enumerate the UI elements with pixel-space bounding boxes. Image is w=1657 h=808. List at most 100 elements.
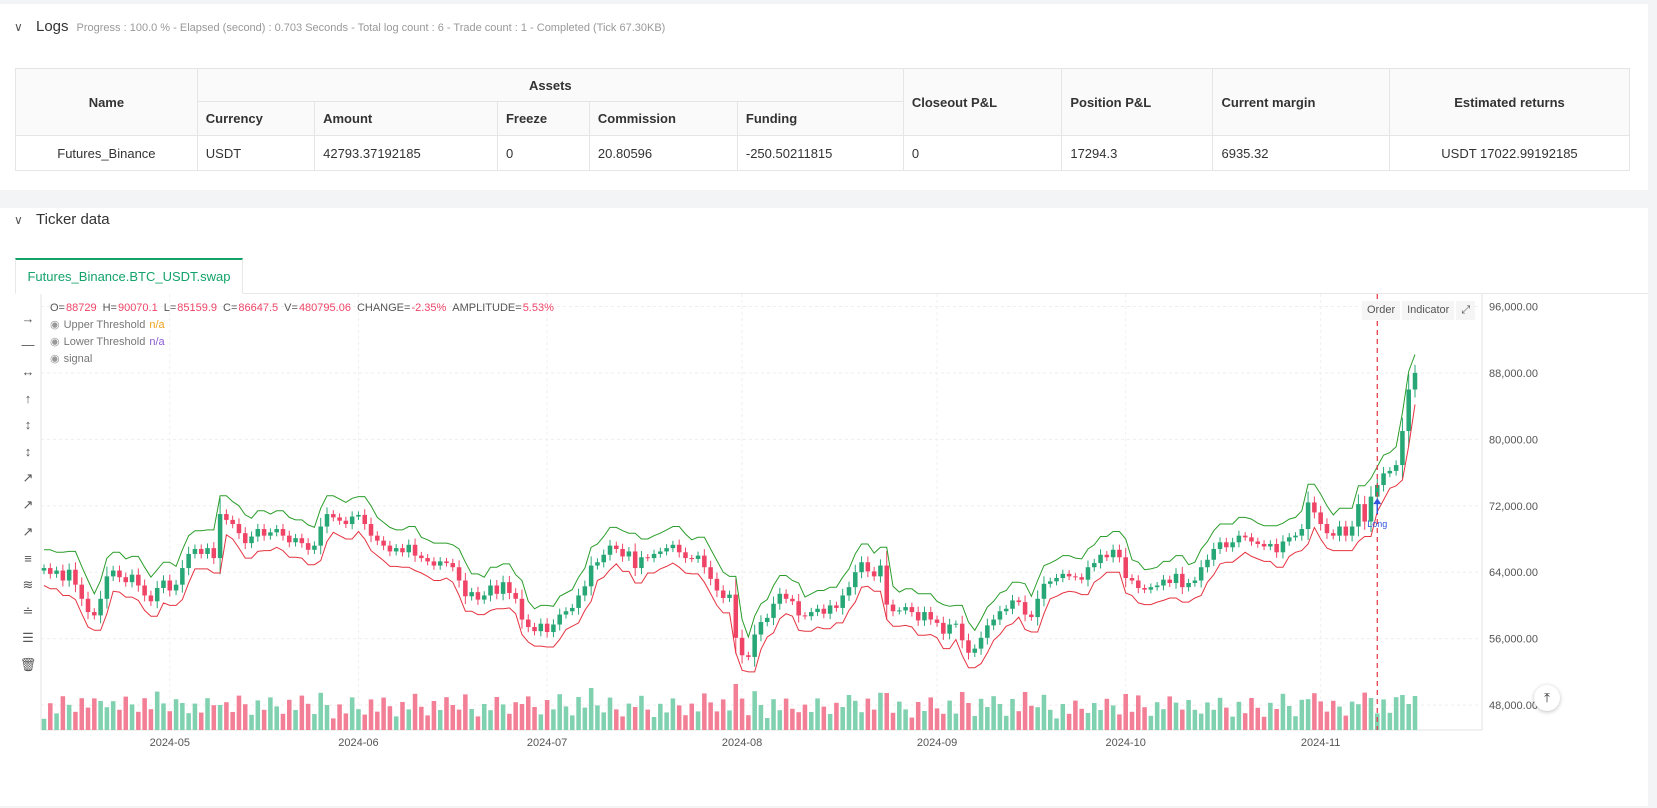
grid-lines-icon[interactable]: ☰ (22, 630, 34, 646)
legend-signal[interactable]: ◉ signal (50, 351, 556, 368)
chevron-down-icon[interactable]: ∨ (14, 20, 23, 34)
volume-bar (167, 711, 173, 730)
scroll-to-top-button[interactable]: ⤒ (1534, 685, 1560, 711)
candle-body (79, 584, 84, 599)
volume-bar (1286, 706, 1292, 730)
candle-body (1091, 563, 1097, 568)
candle-body (865, 562, 871, 572)
volume-bar (676, 705, 682, 730)
volume-bar (991, 696, 996, 730)
volume-bar (1274, 709, 1279, 730)
volume-bar (1261, 716, 1267, 730)
volume-bar (419, 706, 424, 730)
volume-bar (406, 709, 412, 730)
volume-bar (148, 709, 154, 730)
ticker-title: Ticker data (36, 211, 110, 228)
chevron-down-icon[interactable]: ∨ (14, 213, 23, 227)
volume-bar (293, 710, 298, 730)
segment-line-icon[interactable]: ↗ (22, 523, 34, 539)
candle-body (337, 517, 342, 521)
fibonacci-icon[interactable]: ≐ (22, 603, 34, 619)
volume-bar (815, 698, 820, 730)
horizontal-line-icon[interactable]: — (21, 337, 35, 353)
candle-body (85, 598, 91, 613)
horizontal-segment-icon[interactable]: ↔ (21, 363, 35, 379)
volume-bar (834, 702, 839, 730)
candle-body (488, 585, 493, 596)
volume-bar (915, 702, 921, 730)
vertical-segment-icon[interactable]: ↕ (24, 443, 32, 459)
logs-header[interactable]: ∨ Logs Progress : 100.0 % - Elapsed (sec… (14, 18, 665, 35)
candle-body (953, 623, 959, 625)
price-chart[interactable]: 96,000.00 88,000.00 80,000.00 72,000.00 64,0… (0, 208, 1648, 806)
candle-body (1280, 541, 1286, 553)
volume-bar (796, 712, 801, 730)
lower-threshold-value: n/a (149, 336, 165, 348)
ticker-header[interactable]: ∨ Ticker data (14, 211, 110, 228)
volume-bar (161, 703, 166, 730)
candle-body (48, 568, 53, 574)
legend-upper-threshold[interactable]: ◉ Upper Threshold n/a (50, 317, 556, 334)
volume-bar (456, 709, 462, 730)
ray-line-icon[interactable]: ↗ (22, 496, 34, 512)
candle-body (66, 569, 72, 581)
eye-icon[interactable]: ◉ (50, 353, 60, 365)
fullscreen-icon[interactable]: ⤢ (1456, 301, 1476, 320)
candle-body (1016, 600, 1022, 603)
volume-bar (670, 698, 676, 730)
candle-body (1324, 524, 1330, 534)
volume-bar (1381, 699, 1386, 730)
volume-bar (444, 697, 449, 730)
volume-bar (1016, 711, 1022, 730)
vertical-line-icon[interactable]: ↕ (24, 417, 32, 433)
x-tick-label: 2024-05 (150, 737, 190, 749)
volume-bar (1041, 694, 1047, 730)
candle-body (230, 519, 235, 525)
volume-bar (1136, 695, 1141, 730)
volume-bar (1167, 696, 1172, 730)
candle-body (1073, 576, 1078, 578)
indicator-button[interactable]: Indicator (1402, 301, 1455, 320)
volume-bar (752, 691, 757, 730)
trend-line-icon[interactable]: ↗ (22, 470, 34, 486)
tab-btc-usdt-swap[interactable]: Futures_Binance.BTC_USDT.swap (15, 258, 243, 294)
candle-body (444, 561, 449, 564)
candle-body (928, 612, 934, 620)
candle-body (783, 593, 789, 599)
volume-bar (978, 698, 984, 730)
candle-body (1261, 543, 1267, 547)
volume-bar (1060, 704, 1066, 730)
volume-bar (117, 709, 122, 730)
volume-bar (1117, 714, 1122, 730)
volume-bar (274, 706, 279, 730)
volume-bar (1091, 703, 1097, 730)
volume-bar (387, 706, 393, 730)
eye-icon[interactable]: ◉ (50, 319, 60, 331)
legend-lower-threshold[interactable]: ◉ Lower Threshold n/a (50, 334, 556, 351)
candle-body (1136, 580, 1141, 588)
volume-bar (1066, 713, 1072, 730)
price-line-icon[interactable]: ≡ (24, 550, 32, 566)
parallel-channel-icon[interactable]: ≋ (22, 576, 34, 592)
candle-body (846, 587, 852, 596)
vertical-ray-icon[interactable]: ↑ (24, 390, 32, 406)
candle-body (1268, 543, 1273, 547)
volume-bar (318, 692, 323, 730)
candle-body (1129, 578, 1135, 581)
cell-funding: -250.50211815 (736, 135, 904, 171)
candle-body (1104, 554, 1110, 558)
y-tick-label: 56,000.00 (1489, 634, 1538, 646)
volume-bar (85, 707, 91, 730)
volume-bar (544, 700, 550, 730)
candle-body (947, 624, 952, 634)
ohlc-readout: O=88729 H=90070.1 L=85159.9 C=86647.5 V=… (50, 302, 554, 314)
eye-icon[interactable]: ◉ (50, 336, 60, 348)
trash-icon[interactable]: 🗑 (19, 656, 37, 672)
order-button[interactable]: Order (1362, 301, 1401, 320)
horizontal-ray-icon[interactable]: → (21, 310, 35, 326)
candle-body (92, 612, 97, 616)
volume-bar (450, 705, 456, 730)
volume-bar (928, 697, 934, 730)
candle-body (859, 562, 864, 573)
volume-bar (790, 708, 795, 730)
